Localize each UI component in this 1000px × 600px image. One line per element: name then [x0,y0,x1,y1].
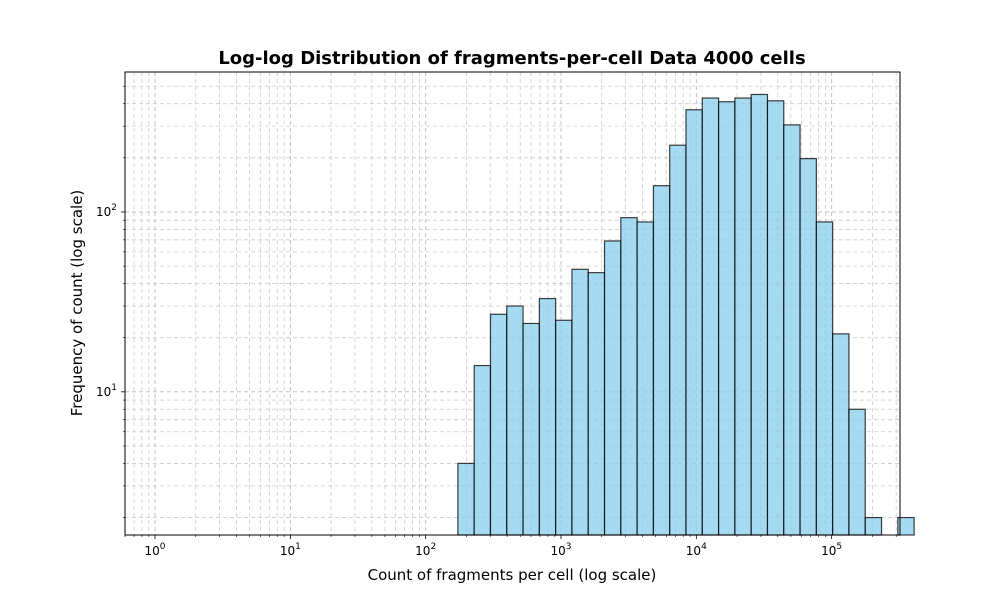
histogram-bar [506,305,524,536]
histogram-bar [538,297,557,536]
x-axis-label: Count of fragments per cell (log scale) [368,566,657,584]
histogram-bar [636,221,655,536]
histogram-bar [783,124,801,536]
x-tick-label: 103 [550,542,571,558]
x-tick-label: 105 [821,542,842,558]
histogram-bar [766,100,785,536]
histogram-bar [685,109,703,536]
histogram-bar [832,333,850,536]
y-tick-label: 102 [96,203,117,219]
y-axis-label: Frequency of count (log scale) [68,190,86,417]
histogram-bar [669,144,687,536]
y-tick-label: 101 [96,383,117,399]
histogram-bar [815,221,834,536]
histogram-bar [555,319,573,536]
histogram-bar [799,158,817,536]
histogram-bar [750,93,769,536]
chart-title: Log-log Distribution of fragments-per-ce… [218,48,805,69]
x-axis-ticks: 100 101 102 103 104 105 [124,535,897,558]
histogram-bar [848,408,866,536]
histogram-bar [734,97,752,536]
histogram-bar [864,516,883,536]
histogram-bar [620,217,638,536]
histogram-bar [897,516,915,536]
histogram-bar [522,322,540,536]
histogram-bar [717,101,736,536]
histogram-bar [701,97,720,536]
histogram-bar [603,240,622,536]
histogram-bar [652,185,671,536]
x-tick-label: 102 [415,542,436,558]
plot-frame [124,71,901,536]
histogram-bar [571,268,589,536]
histogram-bar [489,313,508,536]
histogram-bar [473,364,492,536]
x-tick-label: 104 [686,542,707,558]
histogram-bars [457,93,915,536]
histogram-bar [587,272,606,536]
histogram-bar [457,462,475,536]
x-tick-label: 100 [145,542,166,558]
y-axis-ticks: 101 102 [96,85,125,518]
x-tick-label: 101 [280,542,301,558]
